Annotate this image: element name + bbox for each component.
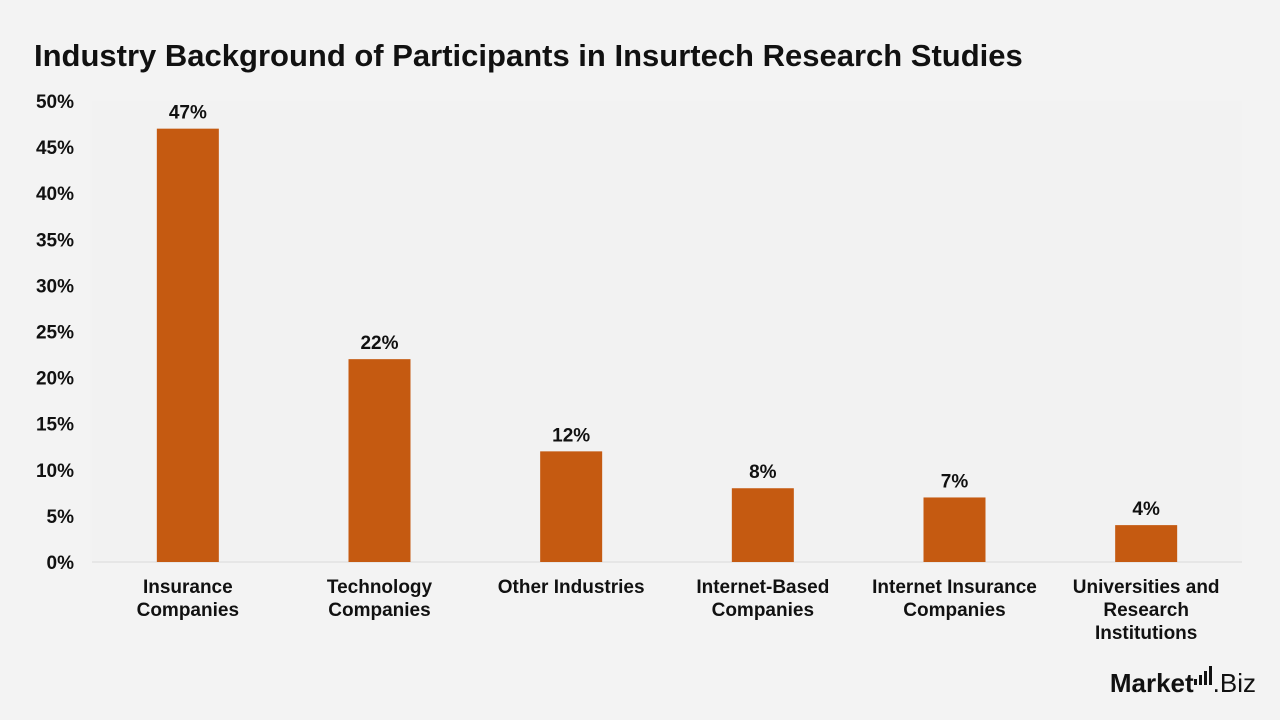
data-label: 8% <box>749 462 777 483</box>
y-tick-label: 35% <box>36 230 74 251</box>
data-label: 22% <box>360 333 398 354</box>
bar <box>1115 525 1178 562</box>
x-tick-label: Institutions <box>1095 623 1197 644</box>
x-tick-label: Technology <box>327 577 433 598</box>
x-tick-label: Companies <box>712 600 814 621</box>
y-tick-label: 45% <box>36 138 74 159</box>
y-tick-label: 40% <box>36 184 74 205</box>
y-tick-label: 25% <box>36 323 74 344</box>
x-tick-label: Companies <box>903 600 1005 621</box>
bar <box>156 128 219 562</box>
x-tick-label: Companies <box>328 600 430 621</box>
bar <box>731 488 794 562</box>
chart-title: Industry Background of Participants in I… <box>34 38 1023 73</box>
x-tick-label: Universities and <box>1073 577 1220 598</box>
marketbiz-logo: Market .Biz <box>1109 666 1256 699</box>
logo-bars-icon <box>1193 666 1212 685</box>
y-tick-label: 20% <box>36 369 74 390</box>
y-tick-label: 0% <box>47 553 75 574</box>
x-tick-label: Insurance <box>143 577 233 598</box>
plot-area <box>92 101 1242 562</box>
x-tick-label: Companies <box>137 600 239 621</box>
y-tick-label: 5% <box>47 507 75 528</box>
y-tick-label: 50% <box>36 92 74 113</box>
x-tick-label: Internet-Based <box>696 577 829 598</box>
x-tick-label: Research <box>1103 600 1189 621</box>
data-label: 7% <box>941 471 969 492</box>
logo-text-market: Market <box>1109 668 1194 698</box>
logo-text-biz: .Biz <box>1212 668 1256 698</box>
data-label: 47% <box>169 103 207 124</box>
y-tick-label: 15% <box>36 415 74 436</box>
bar <box>923 497 986 562</box>
bar <box>540 451 603 562</box>
bar <box>348 359 411 562</box>
y-tick-label: 10% <box>36 461 74 482</box>
x-tick-label: Internet Insurance <box>872 577 1037 598</box>
y-tick-label: 30% <box>36 276 74 297</box>
data-label: 12% <box>552 425 590 446</box>
data-label: 4% <box>1132 499 1160 520</box>
x-tick-label: Other Industries <box>498 577 645 598</box>
